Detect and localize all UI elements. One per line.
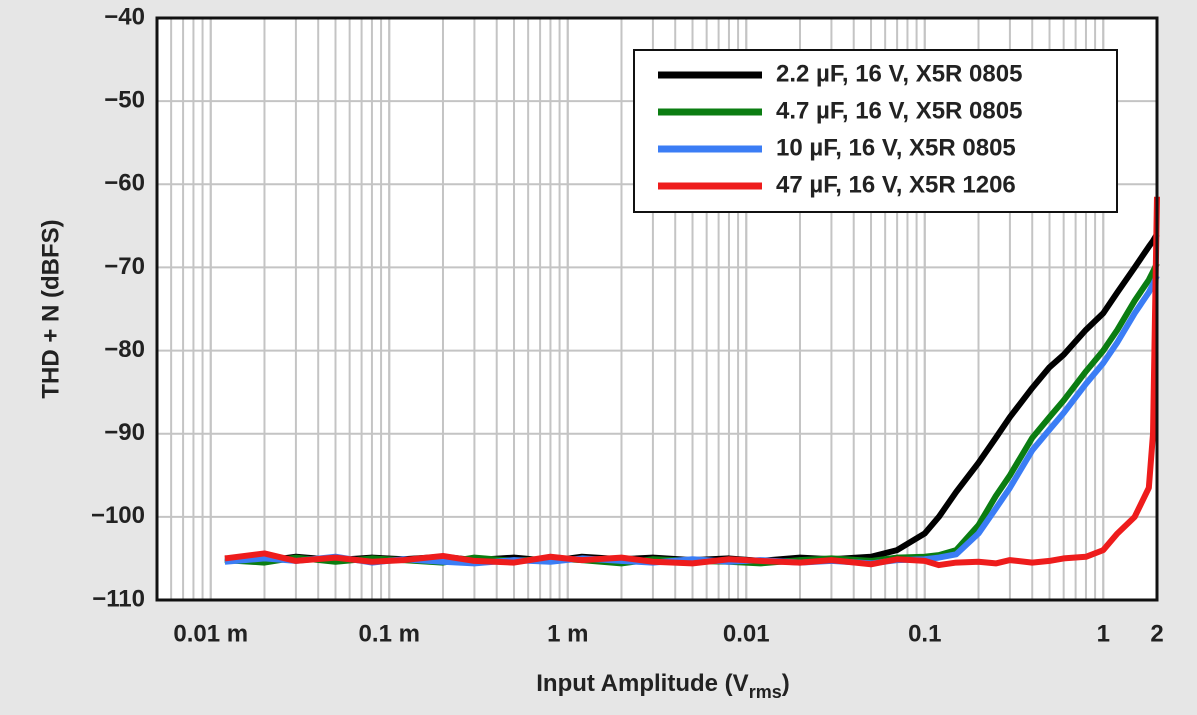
y-tick-label: −70	[104, 253, 145, 280]
y-tick-label: −100	[91, 502, 145, 529]
x-tick-label: 1 m	[547, 620, 588, 647]
y-tick-label: −110	[92, 585, 145, 612]
x-tick-label: 0.01 m	[173, 620, 248, 647]
x-tick-label: 0.01	[723, 620, 770, 647]
y-tick-label: −80	[104, 336, 145, 363]
legend-label: 2.2 µF, 16 V, X5R 0805	[776, 60, 1022, 87]
y-axis-label: THD + N (dBFS)	[37, 219, 64, 398]
legend: 2.2 µF, 16 V, X5R 0805 4.7 µF, 16 V, X5R …	[633, 49, 1118, 213]
y-tick-label: −90	[104, 419, 145, 446]
x-label-sub: rms	[749, 682, 782, 702]
lines	[224, 196, 1160, 569]
y-tick-label: −50	[104, 86, 145, 113]
x-tick-label: 2	[1150, 620, 1163, 647]
grid	[157, 17, 1158, 601]
series-line	[224, 196, 1160, 569]
legend-label: 4.7 µF, 16 V, X5R 0805	[776, 97, 1022, 124]
x-tick-label: 1	[1097, 620, 1110, 647]
x-axis-label: Input Amplitude (Vrms)	[536, 670, 789, 701]
plot-frame	[155, 16, 1159, 602]
x-tick-label: 0.1 m	[359, 620, 420, 647]
x-tick-label: 0.1	[908, 620, 941, 647]
legend-label: 47 µF, 16 V, X5R 1206	[776, 171, 1016, 198]
y-tick-label: −40	[104, 3, 145, 30]
legend-label: 10 µF, 16 V, X5R 0805	[776, 134, 1016, 161]
y-tick-label: −60	[104, 170, 145, 197]
x-label-end: )	[782, 670, 790, 697]
x-label-main: Input Amplitude (V	[536, 670, 748, 697]
